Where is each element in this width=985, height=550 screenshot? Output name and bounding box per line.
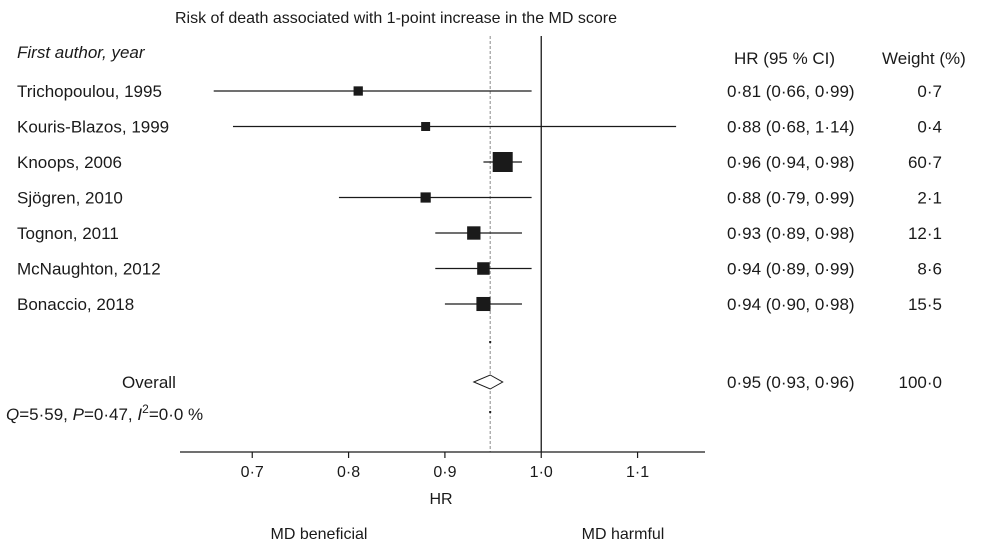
study-rows: Trichopoulou, 1995 0·81 (0·66, 0·99) 0·7 Ko… xyxy=(17,82,942,314)
i-value: =0·0 % xyxy=(149,405,203,424)
x-tick-label: 1·0 xyxy=(530,464,553,481)
x-tick-label: 0·8 xyxy=(337,464,360,481)
study-weight: 12·1 xyxy=(908,224,942,243)
overall-hr-ci: 0·95 (0·93, 0·96) xyxy=(727,373,855,392)
i-label: I xyxy=(137,405,142,424)
study-label: Trichopoulou, 1995 xyxy=(17,82,162,101)
x-tick-label: 0·9 xyxy=(433,464,456,481)
study-point-square xyxy=(421,122,431,131)
header-weight: Weight (%) xyxy=(882,49,966,68)
study-point-square xyxy=(492,152,513,172)
header-effect: HR (95 % CI) xyxy=(734,49,835,68)
study-label: Tognon, 2011 xyxy=(17,224,119,243)
x-axis-label: HR xyxy=(429,491,452,508)
q-value: =5·59, xyxy=(19,405,72,424)
q-label: Q xyxy=(6,405,19,424)
study-weight: 15·5 xyxy=(908,295,942,314)
study-label: Kouris-Blazos, 1999 xyxy=(17,118,169,137)
x-tick-label: 0·7 xyxy=(241,464,264,481)
study-label: Bonaccio, 2018 xyxy=(17,295,134,314)
study-hr-ci: 0·94 (0·90, 0·98) xyxy=(727,295,855,314)
study-weight: 0·7 xyxy=(917,82,942,101)
study-hr-ci: 0·94 (0·89, 0·99) xyxy=(727,260,855,279)
favours-right-label: MD harmful xyxy=(582,526,665,543)
study-label: Sjögren, 2010 xyxy=(17,189,123,208)
reference-lines xyxy=(489,36,542,452)
study-weight: 60·7 xyxy=(908,153,942,172)
study-weight: 8·6 xyxy=(917,260,942,279)
overall-weight: 100·0 xyxy=(899,373,942,392)
study-point-square xyxy=(467,226,481,240)
study-hr-ci: 0·88 (0·79, 0·99) xyxy=(727,189,855,208)
overall-diamond xyxy=(472,374,504,390)
study-hr-ci: 0·96 (0·94, 0·98) xyxy=(727,153,855,172)
x-tick-label: 1·1 xyxy=(626,464,649,481)
study-hr-ci: 0·88 (0·68, 1·14) xyxy=(727,118,855,137)
heterogeneity-stats: Q=5·59, P=0·47, I2=0·0 % xyxy=(6,402,203,424)
pooled-line-mark xyxy=(489,411,492,413)
study-hr-ci: 0·81 (0·66, 0·99) xyxy=(727,82,855,101)
p-label: P xyxy=(73,405,85,424)
pooled-line-mark xyxy=(489,341,492,343)
p-value: =0·47, xyxy=(84,405,137,424)
study-point-square xyxy=(353,86,363,96)
x-axis: 0·7 0·8 0·9 1·0 1·1 xyxy=(180,451,705,481)
study-weight: 0·4 xyxy=(917,118,942,137)
favours-left-label: MD beneficial xyxy=(271,526,368,543)
study-weight: 2·1 xyxy=(917,189,942,208)
header-study: First author, year xyxy=(17,43,146,62)
study-point-square xyxy=(476,296,491,312)
overall-label: Overall xyxy=(122,373,176,392)
study-point-square xyxy=(420,192,431,203)
study-label: McNaughton, 2012 xyxy=(17,260,161,279)
study-point-square xyxy=(477,262,490,275)
chart-title: Risk of death associated with 1-point in… xyxy=(175,10,617,27)
overall-row: Overall 0·95 (0·93, 0·96) 100·0 xyxy=(122,373,942,392)
study-hr-ci: 0·93 (0·89, 0·98) xyxy=(727,224,855,243)
study-label: Knoops, 2006 xyxy=(17,153,122,172)
i-superscript: 2 xyxy=(142,402,149,416)
